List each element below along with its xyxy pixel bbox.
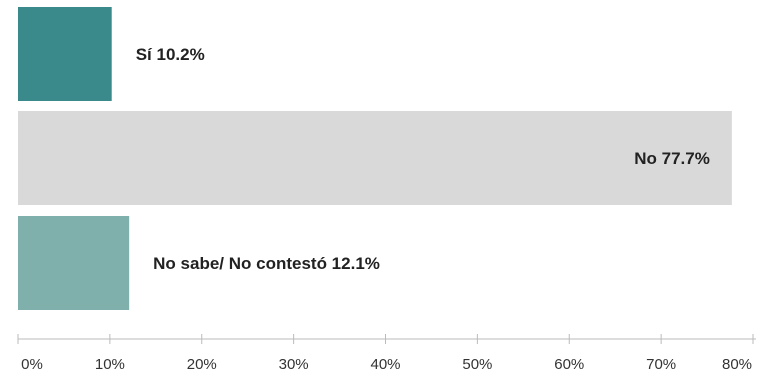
x-tick-label-5: 50% <box>462 356 492 373</box>
x-tick-label-3: 30% <box>279 356 309 373</box>
x-tick-label-7: 70% <box>646 356 676 373</box>
bar-value-label-1: No 77.7% <box>634 149 710 168</box>
x-axis: 0% 10% 20% 30% 40% 50% 60% 70% 80% <box>17 334 756 373</box>
bar-labels-group: Sí 10.2% No 77.7% No sabe/ No contestó 12.… <box>136 45 710 273</box>
bar-value-label-0: Sí 10.2% <box>136 45 205 64</box>
x-tick-label-6: 60% <box>554 356 584 373</box>
bar-0 <box>18 7 112 101</box>
bar-value-label-2: No sabe/ No contestó 12.1% <box>153 254 380 273</box>
x-tick-label-2: 20% <box>187 356 217 373</box>
x-tick-label-0: 0% <box>21 356 43 373</box>
bars-group <box>18 7 732 310</box>
x-tick-label-4: 40% <box>370 356 400 373</box>
bar-2 <box>18 216 130 310</box>
bar-1 <box>18 111 732 205</box>
x-tick-label-8: 80% <box>722 356 752 373</box>
x-tick-label-1: 10% <box>95 356 125 373</box>
